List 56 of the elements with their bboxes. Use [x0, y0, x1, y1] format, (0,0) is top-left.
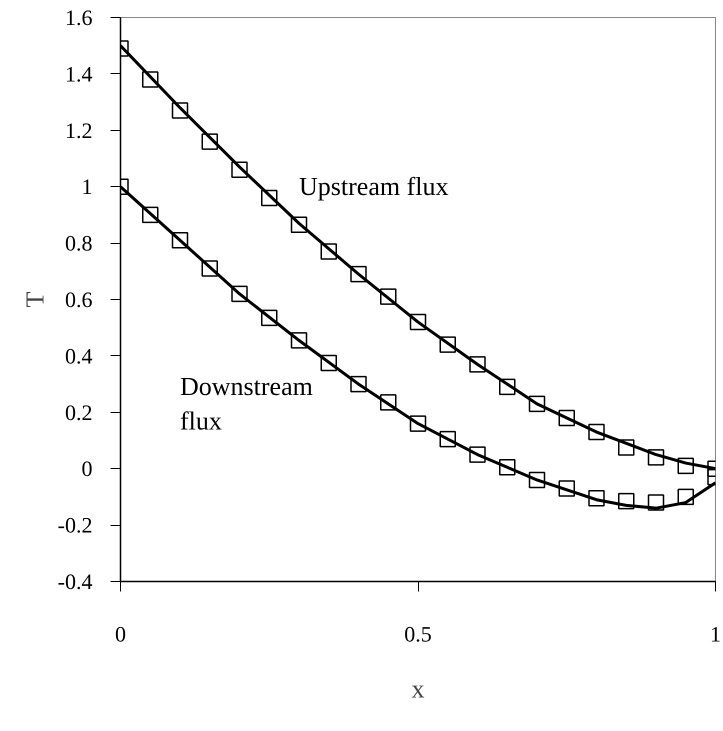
point	[499, 459, 516, 476]
point	[261, 310, 278, 326]
point	[678, 458, 694, 474]
point	[290, 216, 308, 234]
y-tick-label: -0.2	[58, 512, 92, 538]
point	[142, 71, 158, 88]
point	[410, 415, 426, 432]
point	[350, 266, 367, 282]
point	[231, 286, 248, 302]
point	[528, 472, 546, 488]
y-tick-label: 0	[82, 456, 92, 482]
point	[558, 410, 575, 426]
point	[469, 446, 486, 463]
point	[350, 376, 367, 392]
y-tick-label: -0.4	[58, 569, 92, 594]
y-tick-label: 1.4	[65, 61, 92, 86]
y-tick-label: 1.6	[65, 5, 92, 30]
point	[380, 288, 396, 305]
point	[320, 243, 337, 260]
point	[588, 490, 605, 507]
point	[290, 332, 308, 349]
point	[142, 206, 158, 224]
point	[261, 190, 278, 206]
point	[440, 336, 456, 353]
point	[588, 424, 605, 440]
x-tick-label: 1	[710, 622, 721, 646]
y-axis-title: T	[20, 291, 50, 308]
point	[499, 378, 516, 396]
annotation: Upstream flux	[299, 172, 448, 202]
point	[202, 260, 218, 277]
point	[528, 396, 546, 412]
point	[440, 430, 456, 448]
y-tick-label: 1.2	[65, 118, 92, 143]
point	[618, 492, 634, 510]
y-tick-label: 0.8	[65, 230, 92, 256]
y-tick-label: 0.4	[65, 343, 92, 368]
point	[678, 488, 694, 506]
point	[648, 494, 664, 511]
point	[172, 102, 188, 119]
point	[231, 162, 248, 178]
point	[558, 480, 575, 497]
x-tick-label: 0	[115, 622, 126, 646]
point	[202, 133, 218, 150]
point	[172, 232, 188, 249]
point	[380, 394, 396, 411]
y-tick-label: 0.6	[65, 287, 92, 312]
point	[618, 439, 634, 456]
point	[410, 314, 426, 330]
y-tick-label: 0.2	[65, 400, 92, 425]
point	[469, 356, 486, 373]
annotation: Downstream flux	[180, 372, 313, 436]
x-tick-label: 0.5	[404, 622, 432, 646]
y-tick-label: 1	[82, 174, 92, 200]
point	[648, 449, 664, 466]
point	[320, 354, 337, 372]
x-axis-title: x	[412, 674, 424, 704]
